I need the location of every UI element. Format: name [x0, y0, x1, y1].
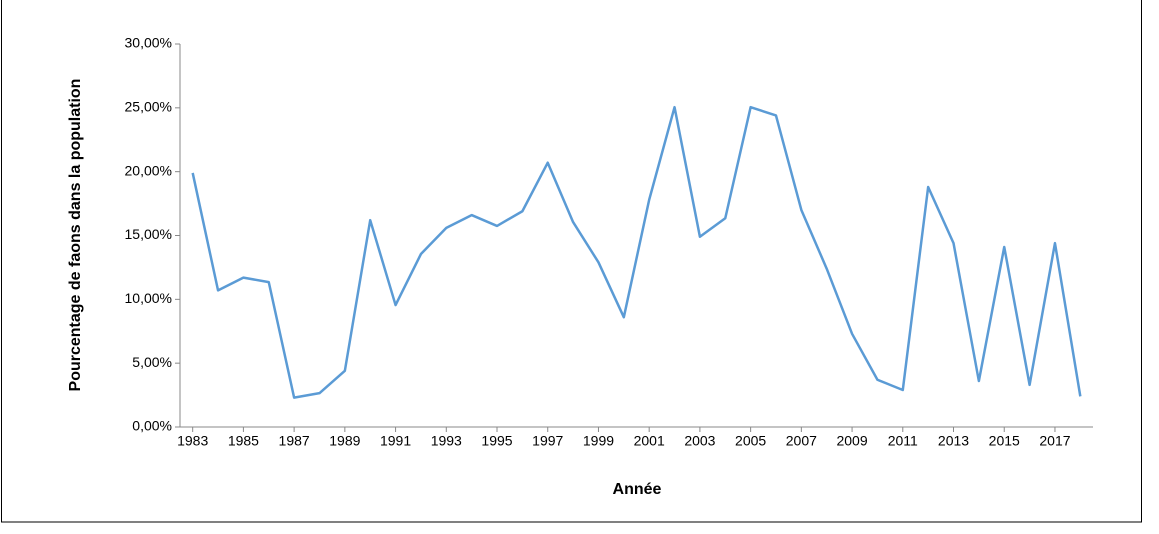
x-tick-label: 2001 — [634, 433, 665, 449]
x-tick-label: 1993 — [431, 433, 462, 449]
y-tick-label: 30,00% — [125, 35, 172, 51]
x-tick-label: 1983 — [177, 433, 208, 449]
y-tick-label: 15,00% — [125, 226, 172, 242]
y-tick-label: 5,00% — [132, 354, 172, 370]
x-tick-label: 2007 — [786, 433, 817, 449]
line — [191, 105, 1082, 399]
x-tick-label: 2013 — [938, 433, 969, 449]
x-tick-label: 1991 — [380, 433, 411, 449]
y-tick-label: 25,00% — [125, 99, 172, 115]
x-tick-label: 1995 — [481, 433, 512, 449]
y-tick-label: 0,00% — [132, 418, 172, 434]
x-tick-label: 2017 — [1039, 433, 1070, 449]
x-tick-label: 2009 — [836, 433, 867, 449]
x-tick-label: 1987 — [279, 433, 310, 449]
y-tick-label: 10,00% — [125, 290, 172, 306]
x-tick-label: 2015 — [989, 433, 1020, 449]
x-tick-label: 2005 — [735, 433, 766, 449]
x-tick-label: 1989 — [329, 433, 360, 449]
x-axis-label: Année — [613, 481, 662, 498]
y-axis-label: Pourcentage de faons dans la population — [67, 79, 84, 392]
x-tick-label: 1985 — [228, 433, 259, 449]
y-tick-label: 20,00% — [125, 162, 172, 178]
chart-frame — [1, 0, 1142, 523]
x-tick-label: 2003 — [684, 433, 715, 449]
x-tick-label: 2011 — [888, 433, 918, 449]
x-tick-label: 1999 — [583, 433, 614, 449]
x-tick-label: 1997 — [532, 433, 563, 449]
